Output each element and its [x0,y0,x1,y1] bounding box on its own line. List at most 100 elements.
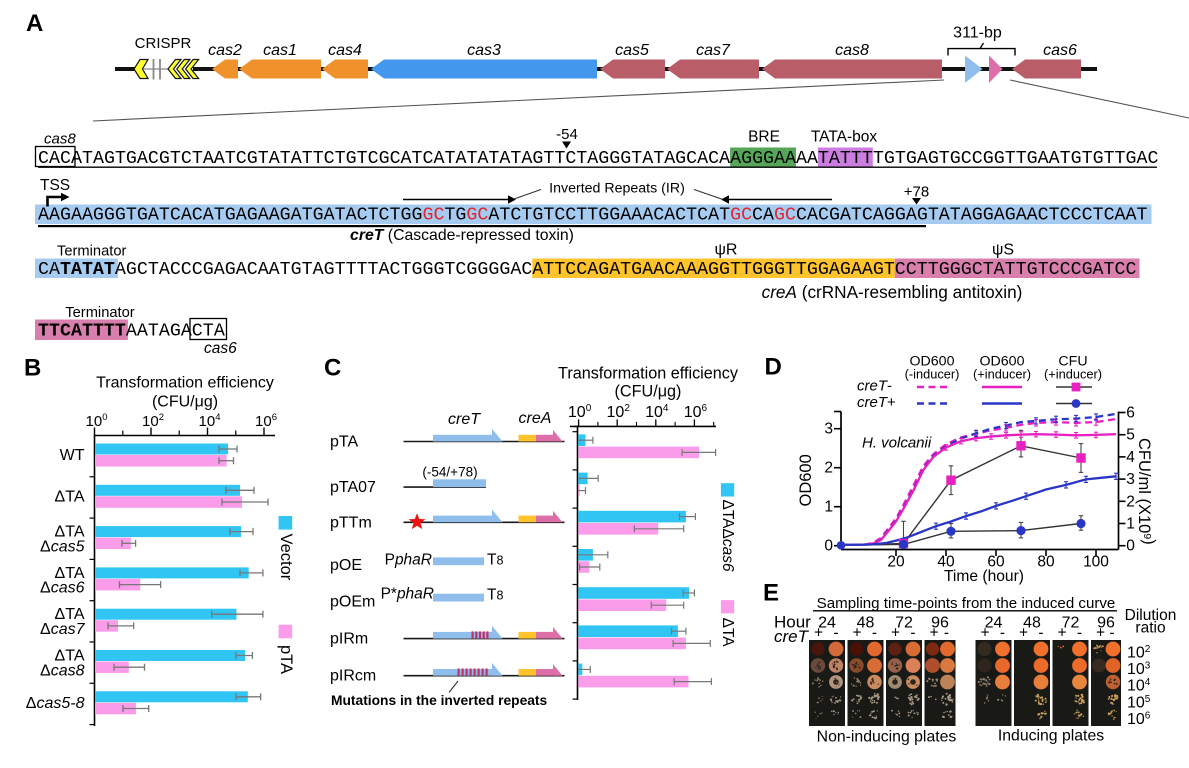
svg-text:Terminator: Terminator [65,305,134,321]
svg-text:Δcas6: Δcas6 [40,580,85,597]
svg-text:WT: WT [60,447,85,464]
svg-text:105: 105 [1127,694,1151,712]
svg-text:102: 102 [607,403,631,421]
svg-text:Δcas7: Δcas7 [40,621,86,638]
svg-text:ΔTA: ΔTA [719,618,736,648]
svg-text:Inverted Repeats (IR): Inverted Repeats (IR) [549,181,685,197]
svg-text:100: 100 [86,412,108,430]
svg-text:cas1: cas1 [263,42,297,59]
svg-text:96: 96 [931,615,949,632]
svg-text:pOEm: pOEm [330,594,375,611]
svg-text:6: 6 [1126,405,1135,422]
svg-text:TTCATTTT: TTCATTTT [38,322,126,342]
svg-text:CCTTGGGCTATTGTCCCGATCC: CCTTGGGCTATTGTCCCGATCC [895,260,1137,280]
svg-text:OD600: OD600 [910,354,955,370]
svg-text:OD600: OD600 [980,354,1025,370]
svg-text:-: - [833,625,838,642]
svg-text:Transformation efficiency: Transformation efficiency [96,375,274,392]
svg-text:D: D [765,354,782,381]
svg-text:-: - [1038,625,1043,642]
svg-text:(+inducer): (+inducer) [1044,367,1102,382]
svg-text:-: - [910,625,915,642]
svg-text:(CFU/μg): (CFU/μg) [152,394,218,411]
svg-text:CFU/ml (X109): CFU/ml (X109) [1135,438,1158,545]
svg-text:Transformation efficiency: Transformation efficiency [558,365,739,383]
svg-text:+: + [814,625,823,642]
svg-text:+78: +78 [904,184,929,201]
svg-text:96: 96 [1097,615,1115,632]
svg-text:ATAGTGACGTCTAATCGTATATTCTGTCGC: ATAGTGACGTCTAATCGTATATTCTGTCGCATCATATATA… [71,149,730,169]
svg-text:Dilution: Dilution [1125,607,1177,624]
svg-text:-: - [1109,625,1114,642]
svg-text:C: C [324,355,341,382]
svg-text:TATA-box: TATA-box [811,129,878,146]
svg-text:24: 24 [818,615,836,632]
svg-text:E: E [763,580,779,607]
svg-text:cas4: cas4 [328,42,362,59]
svg-text:GC: GC [774,206,796,226]
svg-text:0: 0 [1126,538,1135,555]
svg-text:creT: creT [448,411,481,428]
svg-text:cas8: cas8 [835,42,869,59]
svg-text:ATTCCAGATGAACAAAGGTTGGGTTGGAGA: ATTCCAGATGAACAAAGGTTGGGTTGGAGAAGT [532,260,895,280]
svg-text:311-bp: 311-bp [953,25,1002,42]
svg-text:OD600: OD600 [797,454,815,506]
svg-text:B: B [24,355,41,382]
svg-text:72: 72 [1062,615,1080,632]
svg-text:-: - [944,625,949,642]
svg-text:+: + [980,625,989,642]
svg-text:+: + [891,625,900,642]
svg-text:pTA: pTA [330,434,358,451]
svg-text:GC: GC [466,206,488,226]
svg-text:ΔTA: ΔTA [55,565,85,582]
svg-text:pOE: pOE [330,557,362,574]
svg-text:+: + [852,625,861,642]
svg-text:103: 103 [1127,661,1151,679]
svg-text:24: 24 [985,615,1003,632]
svg-text:ATCTGTCCTTGGAAACACTCAT: ATCTGTCCTTGGAAACACTCAT [488,206,730,226]
svg-text:cas8: cas8 [44,131,76,148]
svg-text:GC: GC [730,206,752,226]
svg-text:ΔTA: ΔTA [55,489,85,506]
svg-text:+: + [929,625,938,642]
svg-text:72: 72 [895,615,913,632]
svg-text:5: 5 [1126,427,1135,444]
svg-text:GC: GC [423,206,445,226]
svg-text:104: 104 [1127,677,1151,695]
svg-text:104: 104 [645,403,669,421]
svg-text:pTA07: pTA07 [330,479,376,496]
svg-text:2: 2 [824,460,833,477]
svg-text:102: 102 [142,412,164,430]
svg-text:CTA: CTA [192,322,225,342]
svg-text:TG: TG [444,206,466,226]
svg-text:creA (crRNA-resembling antitox: creA (crRNA-resembling antitoxin) [762,282,1023,302]
svg-text:Δcas8: Δcas8 [40,662,85,679]
svg-text:(CFU/μg): (CFU/μg) [615,383,682,401]
svg-text:cas2: cas2 [208,42,242,59]
svg-text:1: 1 [824,499,833,516]
svg-text:AATAGA: AATAGA [126,322,192,342]
svg-text:-: - [1077,625,1082,642]
svg-text:ΔTA: ΔTA [55,524,85,541]
svg-text:TSS: TSS [40,177,70,194]
svg-text:AAGAAGGGTGATCACATGAGAAGATGATAC: AAGAAGGGTGATCACATGAGAAGATGATACTCTGG [38,206,423,226]
svg-text:1: 1 [1126,516,1135,533]
svg-text:AGGGAA: AGGGAA [730,149,796,169]
svg-text:Mutations in the inverted repe: Mutations in the inverted repeats [331,693,548,708]
svg-text:100: 100 [568,403,592,421]
svg-text:pIRcm: pIRcm [330,668,376,685]
svg-text:+: + [1019,625,1028,642]
svg-text:T8: T8 [487,587,503,604]
svg-text:CACGATCAGGAGTATAGGAGAACTCCCTCA: CACGATCAGGAGTATAGGAGAACTCCCTCAAT [796,206,1148,226]
svg-text:CFU: CFU [1058,354,1087,370]
svg-text:TGTGAGTGCCGGTTGAATGTGTTGAC: TGTGAGTGCCGGTTGAATGTGTTGAC [873,149,1159,169]
svg-text:40: 40 [937,554,955,571]
svg-text:P*phaR: P*phaR [381,586,434,603]
svg-text:Vector: Vector [277,534,295,581]
svg-text:80: 80 [1037,554,1055,571]
svg-text:Terminator: Terminator [57,244,126,260]
svg-text:ψS: ψS [992,242,1014,259]
svg-text:+: + [1096,625,1105,642]
svg-text:-54: -54 [556,126,578,143]
svg-text:2: 2 [1126,493,1135,510]
